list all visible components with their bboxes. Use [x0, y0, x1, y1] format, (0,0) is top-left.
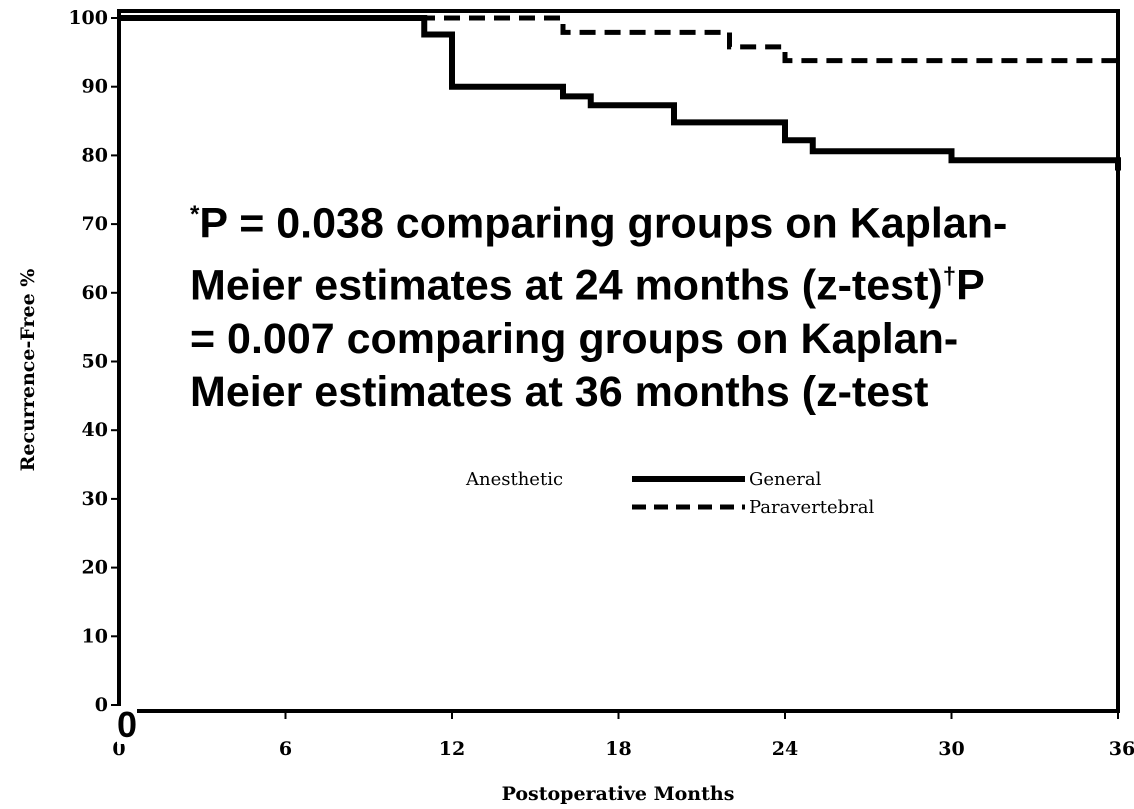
asterisk-superscript: * — [190, 201, 200, 228]
y-tick-label: 20 — [82, 557, 108, 579]
x-tick-label: 36 — [1109, 738, 1134, 760]
p-value-annotation: *P = 0.038 comparing groups on Kaplan- M… — [190, 188, 1130, 419]
origin-zero-overlay: 0 — [117, 704, 138, 745]
y-axis-ticks: 0 10 20 30 40 50 60 70 80 90 100 — [68, 7, 119, 716]
x-tick-label: 18 — [605, 738, 631, 760]
y-tick-label: 10 — [82, 625, 108, 647]
x-axis-ticks: 0 6 12 18 24 30 36 — [112, 711, 1134, 760]
y-axis-label: Recurrence-Free % — [17, 269, 39, 472]
plot-frame — [117, 9, 1120, 713]
series-lines — [119, 15, 1121, 171]
annotation-text-2: P = 0.007 comparing groups on Kaplan- Me… — [190, 261, 985, 416]
legend: Anesthetic General Paravertebral — [465, 469, 875, 518]
legend-entry-general: General — [749, 469, 822, 490]
y-tick-label: 0 — [95, 694, 108, 716]
y-tick-label: 80 — [82, 144, 108, 166]
x-axis-label: Postoperative Months — [502, 783, 735, 805]
y-tick-label: 70 — [82, 213, 108, 235]
series-line-paravertebral — [119, 15, 1118, 64]
x-tick-label: 6 — [279, 738, 292, 760]
annotation-text-1: P = 0.038 comparing groups on Kaplan- Me… — [190, 199, 1008, 310]
x-tick-label: 30 — [938, 738, 964, 760]
series-line-general — [119, 15, 1121, 171]
y-tick-label: 50 — [82, 351, 108, 373]
x-tick-label: 24 — [772, 738, 798, 760]
y-tick-label: 100 — [68, 7, 108, 29]
y-tick-label: 40 — [82, 419, 108, 441]
legend-title: Anesthetic — [465, 469, 563, 490]
x-tick-label: 12 — [439, 738, 465, 760]
y-tick-label: 30 — [82, 488, 108, 510]
y-tick-label: 90 — [82, 76, 108, 98]
y-tick-label: 60 — [82, 282, 108, 304]
legend-entry-paravertebral: Paravertebral — [749, 497, 875, 518]
dagger-superscript: † — [942, 263, 957, 291]
